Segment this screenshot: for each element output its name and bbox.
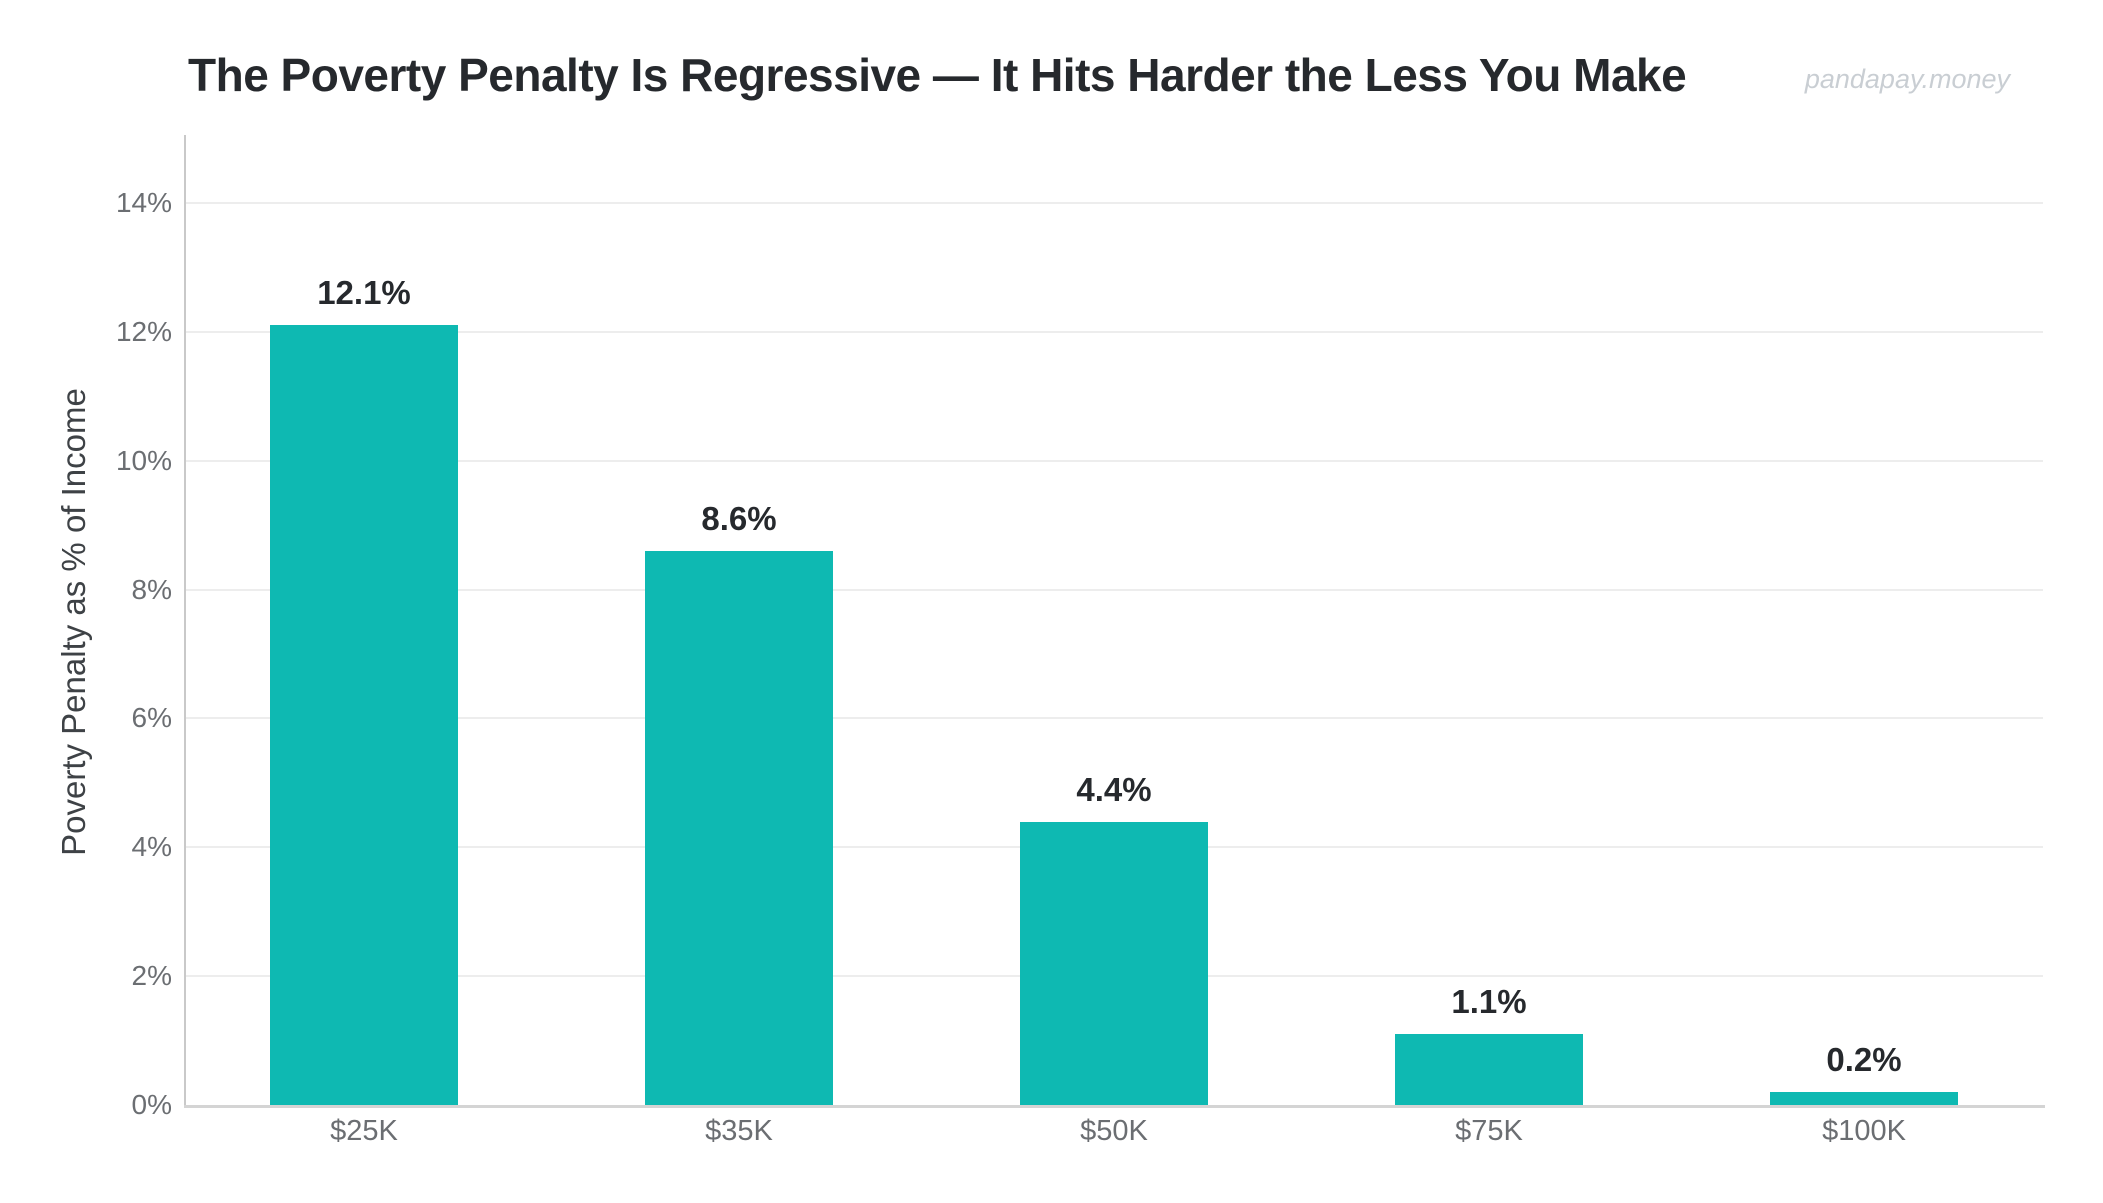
y-tick-label: 12% (115, 315, 172, 347)
bar (270, 325, 458, 1105)
y-axis-line (184, 135, 186, 1108)
bar-value-label: 12.1% (317, 274, 411, 311)
bar (1020, 822, 1208, 1105)
y-tick-label: 14% (115, 187, 172, 218)
bar-value-label: 4.4% (1076, 771, 1152, 808)
x-tick-label: $35K (705, 1115, 773, 1147)
y-gridline (186, 330, 2043, 333)
y-gridline (186, 717, 2043, 720)
x-axis-line (184, 1105, 2045, 1108)
x-tick-label: $100K (1822, 1115, 1906, 1147)
y-gridline (186, 459, 2043, 462)
bar (1770, 1092, 1958, 1105)
y-tick-label: 4% (131, 831, 172, 863)
bar-value-label: 1.1% (1451, 983, 1527, 1020)
y-tick-label: 6% (131, 702, 172, 734)
chart-title: The Poverty Penalty Is Regressive — It H… (188, 49, 1687, 101)
y-tick-label: 2% (131, 960, 172, 992)
bar-value-label: 0.2% (1826, 1041, 1902, 1078)
y-gridline (186, 202, 2043, 204)
bar-value-label: 8.6% (701, 500, 777, 537)
x-tick-label: $25K (330, 1115, 398, 1147)
x-tick-label: $50K (1080, 1115, 1148, 1147)
y-tick-label: 0% (131, 1089, 172, 1120)
y-gridline (186, 588, 2043, 591)
watermark: pandapay.money (1804, 64, 2010, 94)
y-tick-label: 10% (115, 444, 172, 476)
x-tick-label: $75K (1455, 1115, 1523, 1147)
bar (645, 551, 833, 1105)
bar (1395, 1034, 1583, 1105)
y-tick-label: 8% (131, 573, 172, 605)
